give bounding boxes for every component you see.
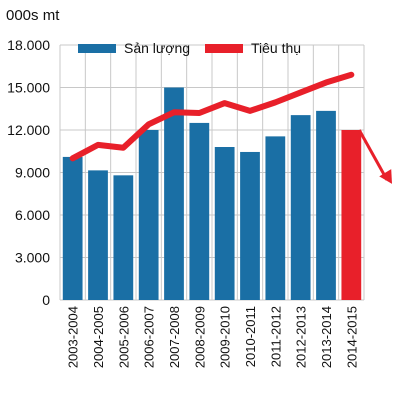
legend: Sản lượng Tiêu thụ [78, 40, 301, 56]
x-tick-label: 2009-2010 [218, 306, 233, 368]
x-tick-label: 2012-2013 [294, 306, 309, 368]
legend-swatch-consumption [205, 44, 243, 53]
y-axis-ticks: 0 3.000 6.000 9.000 12.000 15.000 18.000 [7, 37, 50, 308]
x-tick-label: 2003-2004 [66, 306, 81, 368]
grid-lines [59, 44, 365, 301]
x-tick-label: 2014-2015 [344, 306, 359, 368]
unit-label: 000s mt [6, 7, 60, 24]
y-tick-label: 18.000 [7, 37, 50, 53]
bar-2010-2011 [240, 151, 260, 300]
legend-label-consumption: Tiêu thụ [251, 40, 301, 56]
x-tick-label: 2010-2011 [243, 306, 258, 367]
bar-2003-2004 [62, 156, 83, 300]
bar-2004-2005 [88, 170, 108, 300]
bar-2013-2014 [316, 110, 336, 300]
bar-2012-2013 [290, 115, 311, 300]
x-axis-ticks: 2003-2004 2004-2005 2005-2006 2006-2007 2007… [66, 306, 360, 368]
bar-2008-2009 [189, 122, 210, 301]
x-tick-label: 2008-2009 [192, 306, 207, 368]
x-tick-label: 2007-2008 [167, 306, 182, 368]
bar-2007-2008 [164, 87, 184, 300]
trend-arrow-head [379, 169, 392, 184]
y-tick-label: 3.000 [15, 250, 50, 266]
y-tick-label: 6.000 [15, 207, 50, 223]
x-tick-label: 2004-2005 [91, 306, 106, 368]
legend-swatch-production [78, 44, 116, 53]
x-tick-label: 2006-2007 [142, 306, 157, 368]
bar-2014-2015 [341, 130, 362, 300]
legend-label-production: Sản lượng [124, 40, 190, 56]
y-tick-label: 9.000 [15, 165, 50, 181]
x-tick-label: 2011-2012 [268, 306, 283, 367]
trend-arrow-shaft [357, 129, 389, 181]
bar-2006-2007 [138, 130, 159, 300]
y-tick-label: 15.000 [7, 80, 50, 96]
consumption-line [69, 71, 392, 184]
x-tick-label: 2005-2006 [116, 306, 131, 368]
bars [62, 87, 362, 301]
line-consumption [69, 71, 355, 162]
y-tick-label: 12.000 [7, 122, 50, 138]
bar-2011-2012 [265, 136, 286, 300]
bar-2005-2006 [113, 175, 134, 300]
bar-2009-2010 [214, 147, 235, 300]
y-tick-label: 0 [42, 292, 50, 308]
x-tick-label: 2013-2014 [319, 306, 334, 368]
